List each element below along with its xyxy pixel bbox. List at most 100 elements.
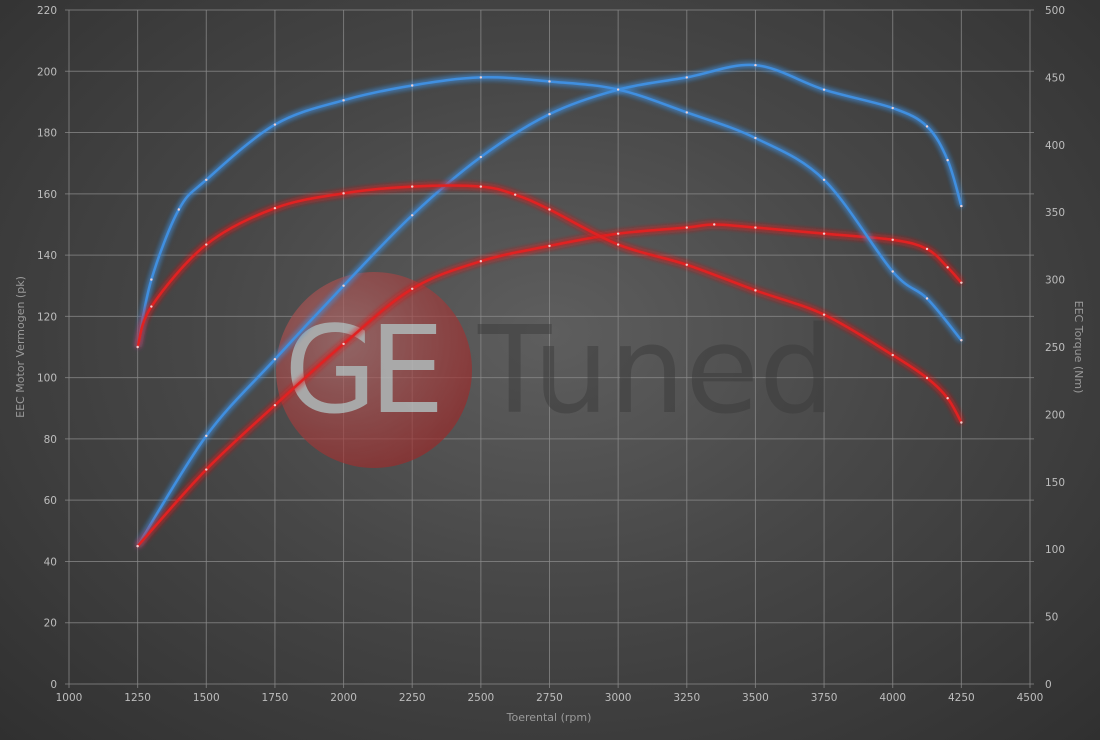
data-point <box>925 125 929 128</box>
data-point <box>479 260 483 263</box>
data-point <box>342 192 345 195</box>
y-tick-label: 80 <box>44 434 57 446</box>
data-point <box>960 281 963 284</box>
data-point <box>822 178 826 182</box>
y-tick-label: 20 <box>44 618 57 630</box>
y-tick-label: 100 <box>37 373 57 385</box>
y2-tick-label: 350 <box>1045 207 1065 219</box>
y-tick-label: 120 <box>37 311 57 323</box>
axis-ticks: 1000 1250 1500 1750 2000 2250 2500 2750 3000 3250… <box>37 5 1065 704</box>
data-point <box>685 111 688 114</box>
data-point <box>754 63 757 67</box>
data-point <box>891 353 894 357</box>
data-point <box>960 204 963 208</box>
data-point <box>411 185 414 188</box>
data-point <box>150 305 153 308</box>
data-point <box>713 223 716 226</box>
y-tick-label: 40 <box>44 556 57 568</box>
data-point <box>411 214 414 217</box>
y2-tick-label: 150 <box>1045 477 1065 489</box>
y2-tick-label: 100 <box>1045 544 1065 556</box>
data-point <box>205 178 208 182</box>
data-point <box>616 232 620 235</box>
data-point <box>479 76 483 79</box>
data-point <box>548 208 551 211</box>
data-point <box>960 339 963 342</box>
data-point <box>616 243 620 246</box>
data-point <box>479 185 483 188</box>
data-point <box>822 313 826 316</box>
data-point <box>822 88 826 91</box>
data-point <box>548 80 551 83</box>
data-point <box>150 278 153 281</box>
data-point <box>177 208 181 211</box>
data-point <box>946 397 949 400</box>
data-point <box>205 243 208 246</box>
data-point <box>205 468 208 471</box>
data-point <box>925 297 929 300</box>
y2-tick-label: 50 <box>1045 612 1058 624</box>
y-tick-label: 160 <box>37 189 57 201</box>
data-point <box>205 434 208 438</box>
data-point <box>342 99 345 102</box>
x-axis-label: Toerental (rpm) <box>506 711 592 724</box>
data-point <box>946 266 949 269</box>
y-tick-label: 0 <box>50 679 57 691</box>
data-point <box>822 232 826 235</box>
data-point <box>685 263 688 266</box>
data-point <box>754 289 757 292</box>
x-tick-label: 4500 <box>1017 692 1044 704</box>
data-point <box>411 287 414 290</box>
data-point <box>891 106 894 110</box>
y-tick-label: 220 <box>37 5 57 17</box>
data-point <box>925 376 929 380</box>
data-point <box>548 112 551 116</box>
x-tick-label: 1750 <box>262 692 289 704</box>
y2-axis-label: EEC Torque (Nm) <box>1072 301 1085 394</box>
y2-tick-label: 400 <box>1045 140 1065 152</box>
y-tick-label: 140 <box>37 250 57 262</box>
data-point <box>685 76 688 79</box>
data-point <box>685 226 688 229</box>
data-point <box>946 158 949 162</box>
data-point <box>479 155 483 159</box>
y-tick-label: 180 <box>37 128 57 140</box>
y2-tick-label: 450 <box>1045 72 1065 84</box>
y2-tick-label: 200 <box>1045 409 1065 421</box>
x-tick-label: 4000 <box>879 692 906 704</box>
x-tick-label: 1500 <box>193 692 220 704</box>
x-tick-label: 1000 <box>56 692 83 704</box>
data-point <box>891 270 894 273</box>
data-point <box>273 206 277 210</box>
data-point <box>891 238 894 241</box>
data-point <box>754 226 757 229</box>
watermark-logo: GE Tuned <box>276 272 835 468</box>
data-point <box>513 193 517 196</box>
y2-tick-label: 500 <box>1045 5 1065 17</box>
series-line-2 <box>136 76 963 348</box>
y-tick-label: 60 <box>44 495 57 507</box>
x-tick-label: 1250 <box>124 692 151 704</box>
data-point <box>273 404 277 407</box>
x-tick-label: 2750 <box>536 692 563 704</box>
data-point <box>411 84 414 87</box>
data-point <box>754 136 757 140</box>
x-tick-label: 2250 <box>399 692 426 704</box>
y2-tick-label: 300 <box>1045 275 1065 287</box>
data-point <box>616 88 620 91</box>
x-tick-label: 3250 <box>673 692 700 704</box>
grid <box>65 9 1034 688</box>
svg-text:Tuned: Tuned <box>477 302 835 441</box>
data-point <box>342 342 345 346</box>
x-tick-label: 3000 <box>605 692 632 704</box>
data-point <box>136 345 139 349</box>
data-point <box>925 247 929 251</box>
y-tick-label: 200 <box>37 66 57 78</box>
y-axis-label: EEC Motor Vermogen (pk) <box>14 276 27 418</box>
x-tick-label: 2500 <box>467 692 494 704</box>
y2-tick-label: 0 <box>1045 679 1052 691</box>
data-point <box>548 244 551 248</box>
x-tick-label: 3500 <box>742 692 769 704</box>
x-tick-label: 4250 <box>948 692 975 704</box>
